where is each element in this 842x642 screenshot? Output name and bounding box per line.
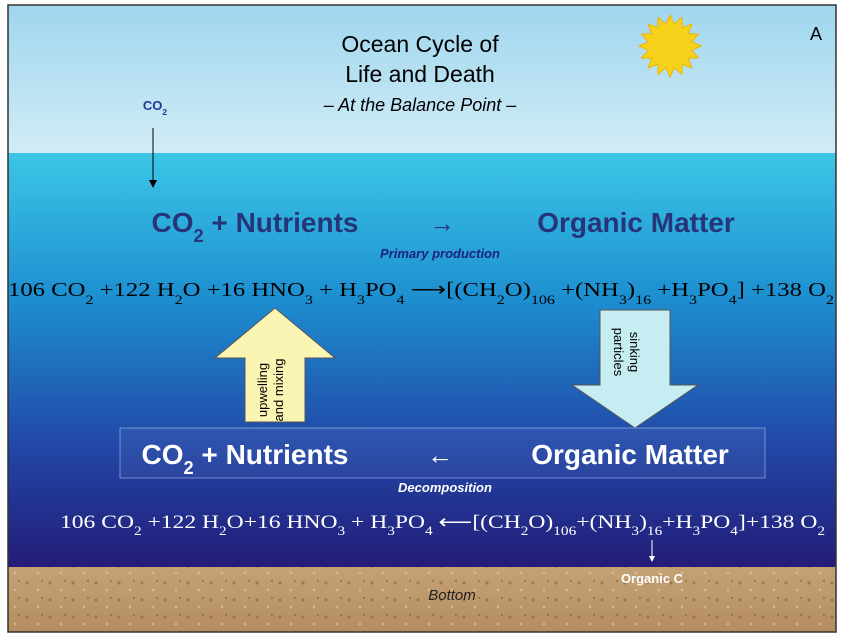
subscript: 3 [693, 524, 701, 538]
text-segment: CO [143, 98, 163, 113]
subscript: 2 [162, 107, 167, 117]
up-arrow [213, 307, 337, 423]
text-segment: ]+138 O [738, 512, 817, 533]
border [7, 4, 837, 633]
text-segment: O) [505, 279, 531, 301]
text-segment: +H [662, 512, 693, 533]
text-segment: CO [152, 207, 194, 238]
co2-arrow-head [149, 180, 157, 188]
text-segment: + Nutrients [204, 207, 359, 238]
surface-arrow: → [429, 208, 455, 238]
text-segment: ] +138 O [737, 279, 826, 301]
sun [637, 13, 703, 79]
equation: 106 CO 2 +122 H 2O +16 HNO 3 + H 3PO 4 ⟶[(CH 2… [8, 279, 834, 307]
deep-arrow: ← [427, 440, 453, 470]
text-segment: PO [395, 512, 425, 533]
title: Ocean Cycle of [341, 31, 499, 57]
text-segment: +122 H [93, 279, 174, 301]
subscript: 16 [635, 292, 652, 307]
subscript: 106 [553, 524, 576, 538]
transport-label: particles [611, 328, 626, 377]
text-segment: +122 H [142, 512, 220, 533]
atmosphere-co2: CO2 [143, 98, 168, 117]
subscript: 106 [531, 292, 556, 307]
subscript: 4 [425, 524, 433, 538]
organic-label: Organic C [621, 571, 684, 586]
subscript: 2 [175, 292, 183, 307]
process-label: Decomposition [398, 480, 492, 495]
subscript: 2 [219, 524, 227, 538]
subscript: 2 [85, 292, 93, 307]
text-segment: +(NH [576, 512, 632, 533]
down-arrow [570, 309, 700, 429]
ocean [8, 153, 836, 567]
subscript: 2 [194, 226, 204, 246]
subscript: 3 [631, 524, 639, 538]
subscript: 4 [730, 524, 738, 538]
subtitle: – At the Balance Point – [323, 95, 517, 115]
seafloor-texture [8, 567, 836, 632]
sky [8, 5, 836, 155]
subscript: 3 [338, 524, 346, 538]
text-segment: ⟶[(CH [405, 279, 497, 301]
text-segment: O+16 HNO [227, 512, 338, 533]
subscript: 2 [184, 458, 194, 478]
text-segment: PO [697, 279, 729, 301]
deep-left: CO2 + Nutrients [142, 439, 349, 478]
text-segment: O +16 HNO [183, 279, 305, 301]
title: Life and Death [345, 61, 495, 87]
text-segment: PO [365, 279, 397, 301]
text-segment: + Nutrients [194, 439, 349, 470]
transport-label: sinking [627, 332, 642, 372]
subscript: 16 [647, 524, 662, 538]
subscript: 3 [357, 292, 365, 307]
subscript: 3 [619, 292, 627, 307]
text-segment: ) [639, 512, 647, 533]
text-segment: ) [627, 279, 635, 301]
text-segment: O) [528, 512, 553, 533]
subscript: 2 [817, 524, 825, 538]
panel-label: A [810, 24, 822, 44]
subscript: 3 [305, 292, 313, 307]
text-segment: +(NH [555, 279, 619, 301]
subscript: 2 [134, 524, 142, 538]
surface-left: CO2 + Nutrients [152, 207, 359, 246]
bottom-label: Bottom [428, 587, 476, 604]
surface-right: Organic Matter [537, 207, 735, 238]
transport-label: upwelling [255, 363, 270, 417]
text-segment: 106 CO [60, 512, 134, 533]
subscript: 3 [387, 524, 395, 538]
organic-arrow-head [649, 556, 655, 562]
subscript: 3 [689, 292, 697, 307]
text-segment: + H [345, 512, 387, 533]
subscript: 2 [826, 292, 834, 307]
text-segment: PO [700, 512, 730, 533]
subscript: 2 [497, 292, 505, 307]
text-segment: ⟵[(CH [433, 512, 521, 533]
equation: 106 CO 2 +122 H 2O+16 HNO 3 + H 3PO 4 ⟵[(CH 2O… [60, 512, 825, 538]
subscript: 2 [521, 524, 529, 538]
text-segment: + H [313, 279, 357, 301]
subscript: 4 [397, 292, 406, 307]
deep-box [119, 427, 766, 479]
text-segment: +H [651, 279, 689, 301]
text-segment: CO [142, 439, 184, 470]
subscript: 4 [729, 292, 738, 307]
process-label: Primary production [380, 246, 500, 261]
transport-label: and mixing [271, 359, 286, 422]
text-segment: 106 CO [8, 279, 85, 301]
deep-right: Organic Matter [531, 439, 729, 470]
